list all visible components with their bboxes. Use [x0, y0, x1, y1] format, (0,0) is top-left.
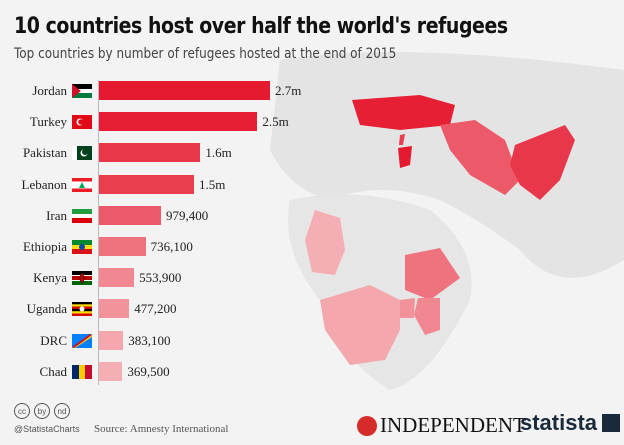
map-turkey	[352, 95, 455, 130]
bar	[99, 237, 146, 256]
map-jordan	[398, 146, 412, 168]
creative-commons-icons: cc by nd	[14, 403, 70, 419]
map-ethiopia	[405, 248, 460, 300]
source-note: Source: Amnesty International	[94, 423, 229, 435]
bar-row-drc: DRC 383,100	[0, 330, 400, 351]
turkey-flag-icon	[72, 115, 92, 130]
chad-flag-icon	[72, 364, 92, 379]
category-label: Iran	[46, 207, 67, 223]
category-label: DRC	[40, 332, 67, 348]
map-pakistan	[510, 125, 575, 200]
map-drc	[320, 285, 400, 365]
bar-row-pakistan: Pakistan 1.6m	[0, 143, 400, 163]
bar	[99, 205, 162, 225]
bar-row-iran: Iran 979,400	[0, 205, 400, 226]
map-kenya	[414, 298, 440, 335]
bar	[99, 361, 123, 381]
category-label: Turkey	[29, 114, 67, 130]
map-iran	[440, 120, 520, 195]
independent-logo: INDEPENDENT	[357, 413, 526, 438]
lebanon-flag-icon	[72, 177, 92, 192]
nd-icon: nd	[54, 403, 70, 419]
map-chad	[305, 210, 345, 275]
bar	[99, 268, 135, 288]
ethiopia-flag-icon	[72, 240, 92, 254]
bar	[99, 174, 194, 194]
category-label: Lebanon	[21, 176, 67, 192]
value-label: 979,400	[166, 207, 209, 223]
bar-row-lebanon: Lebanon 1.5m	[0, 174, 400, 195]
chart-subtitle: Top countries by number of refugees host…	[14, 46, 397, 62]
value-label: 2.5m	[262, 114, 289, 130]
value-label: 383,100	[128, 332, 171, 348]
category-label: Chad	[39, 363, 67, 379]
cc-icon: cc	[14, 403, 30, 419]
statista-icon	[602, 414, 621, 432]
category-label: Jordan	[32, 83, 67, 98]
bar-row-kenya: Kenya 553,900	[0, 268, 400, 288]
value-label: 2.7m	[275, 83, 302, 98]
bar-row-uganda: Uganda 477,200	[0, 299, 400, 319]
map-uganda	[400, 298, 415, 318]
statista-handle[interactable]: @StatistaCharts	[14, 424, 80, 434]
bar	[99, 143, 201, 163]
bar	[99, 81, 270, 100]
bar	[99, 299, 130, 319]
uganda-flag-icon	[72, 302, 92, 317]
category-label: Pakistan	[22, 145, 67, 161]
value-label: 369,500	[127, 363, 170, 379]
bar	[99, 330, 124, 350]
value-label: 736,100	[150, 239, 193, 254]
drc-flag-icon	[72, 333, 92, 348]
category-label: Ethiopia	[22, 239, 67, 254]
axis-line	[98, 80, 99, 385]
value-label: 553,900	[139, 270, 182, 286]
iran-flag-icon	[72, 208, 92, 223]
bar-row-chad: Chad 369,500	[0, 361, 400, 382]
independent-eagle-icon	[357, 415, 377, 436]
value-label: 1.5m	[199, 176, 226, 192]
pakistan-flag-icon	[72, 146, 92, 161]
category-label: Uganda	[26, 301, 67, 317]
value-label: 1.6m	[205, 145, 232, 161]
bar-row-jordan: Jordan 2.7m	[0, 81, 400, 101]
jordan-flag-icon	[72, 84, 92, 98]
kenya-flag-icon	[72, 271, 92, 286]
value-label: 477,200	[134, 301, 177, 317]
map-lebanon	[399, 134, 405, 145]
chart-title: 10 countries host over half the world's …	[14, 14, 508, 39]
bar	[99, 112, 258, 132]
category-label: Kenya	[33, 270, 67, 286]
by-icon: by	[34, 403, 50, 419]
statista-logo: statista	[520, 410, 621, 436]
bar-row-ethiopia: Ethiopia 736,100	[0, 237, 400, 257]
bar-row-turkey: Turkey 2.5m	[0, 112, 400, 132]
